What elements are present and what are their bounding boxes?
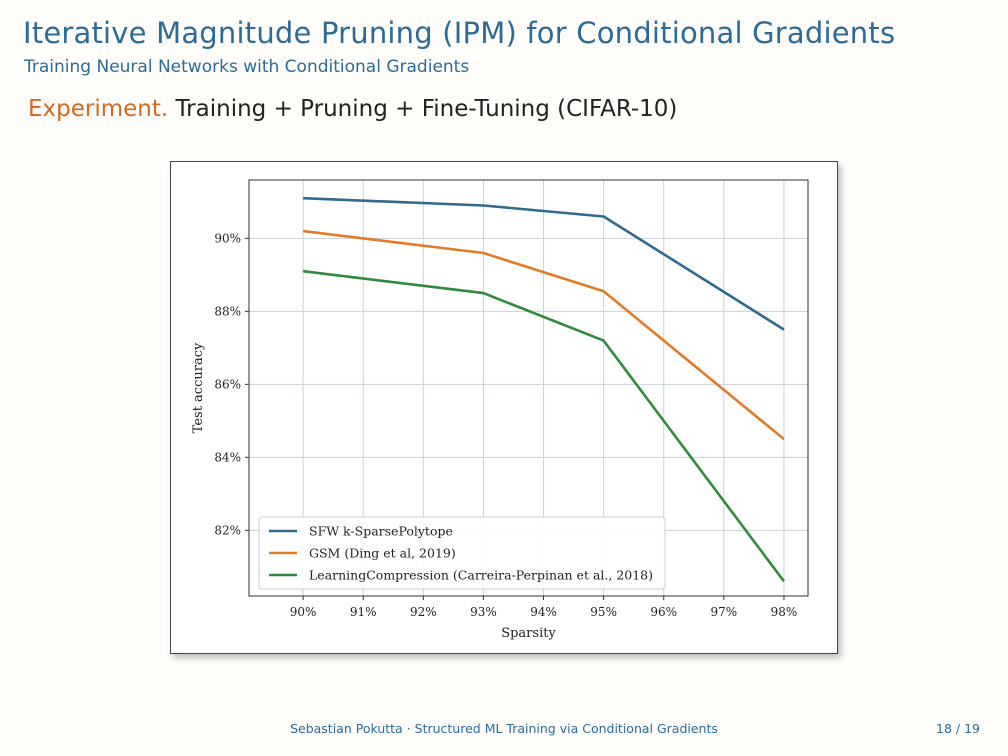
x-tick-label: 91% [350,605,377,619]
y-axis-label: Test accuracy [191,342,206,433]
legend-label: GSM (Ding et al, 2019) [309,546,456,561]
x-axis-ticks: 90% 91% 92% 93% 94% 95% 96% 97% 98% [290,596,798,619]
y-axis-ticks: 82% 84% 86% 88% 90% [214,231,249,537]
page-number: 18 / 19 [936,721,980,736]
legend-label: LearningCompression (Carreira-Perpinan e… [309,568,653,583]
chart-figure: 90% 91% 92% 93% 94% 95% 96% 97% 98% 82% 84% 86% 88%… [170,161,838,654]
experiment-heading: Experiment. Training + Pruning + Fine-Tu… [28,96,677,122]
x-tick-label: 96% [650,605,677,619]
legend-box [258,516,666,590]
slide-subtitle: Training Neural Networks with Conditiona… [24,57,470,77]
y-tick-label: 84% [214,450,241,464]
x-axis-label: Sparsity [501,626,556,641]
y-tick-label: 86% [214,377,241,391]
chart-lines [302,196,786,583]
y-tick-label: 88% [214,304,241,318]
series-line-2 [302,229,785,441]
x-tick-label: 90% [290,605,317,619]
series-line-3 [302,269,786,583]
line-chart: 90% 91% 92% 93% 94% 95% 96% 97% 98% 82% 84% 86% 88%… [191,179,809,641]
y-tick-label: 82% [214,523,241,537]
series-line-1 [303,196,785,331]
x-tick-label: 94% [530,605,557,619]
experiment-keyword: Experiment. [28,96,169,122]
x-tick-label: 92% [410,605,437,619]
chart-legend: SFW k-SparsePolytope GSM (Ding et al, 201… [258,516,666,590]
plot-area [248,179,809,597]
x-tick-label: 97% [711,605,738,619]
experiment-description: Training + Pruning + Fine-Tuning (CIFAR-… [168,96,678,122]
y-tick-label: 90% [214,231,241,245]
legend-label: SFW k-SparsePolytope [309,524,453,539]
x-tick-label: 95% [590,605,617,619]
x-tick-label: 93% [470,605,497,619]
slide-footer: Sebastian Pokutta · Structured ML Traini… [290,721,718,736]
x-tick-label: 98% [771,605,798,619]
slide-title: Iterative Magnitude Pruning (IPM) for Co… [23,16,896,50]
